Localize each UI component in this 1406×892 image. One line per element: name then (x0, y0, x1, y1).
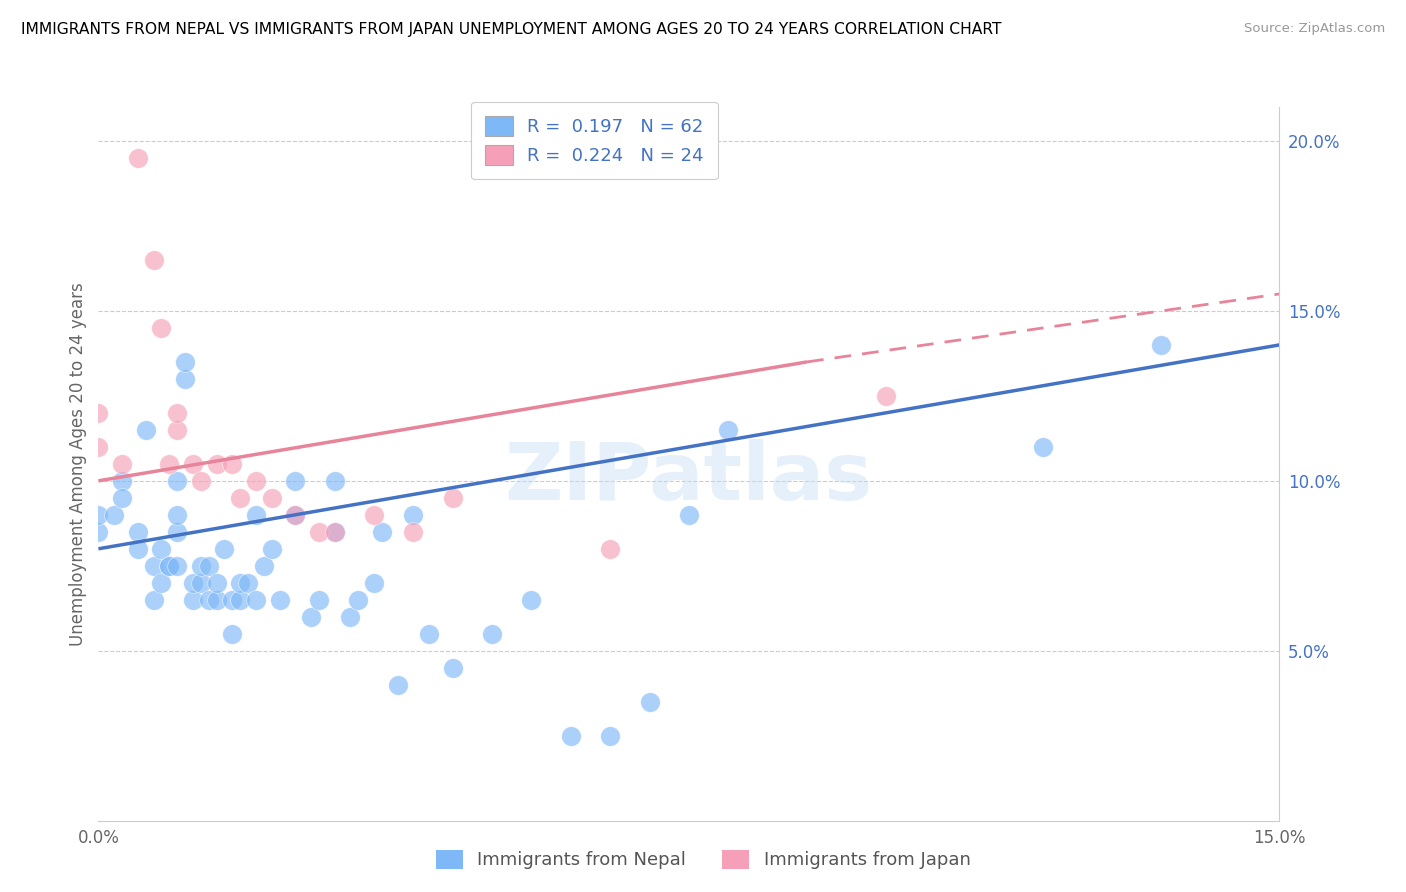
Point (441, 491, 464, 505)
Point (339, 609, 361, 624)
Point (308, 524, 330, 539)
Point (323, 524, 346, 539)
Point (174, 372, 197, 386)
Point (284, 508, 307, 522)
Point (181, 592, 204, 607)
Point (387, 678, 409, 692)
Point (150, 541, 173, 556)
Point (520, 592, 543, 607)
Point (260, 491, 283, 505)
Point (142, 252, 165, 267)
Point (402, 508, 425, 522)
Text: IMMIGRANTS FROM NEPAL VS IMMIGRANTS FROM JAPAN UNEMPLOYMENT AMONG AGES 20 TO 24 : IMMIGRANTS FROM NEPAL VS IMMIGRANTS FROM… (21, 22, 1001, 37)
Point (181, 575, 204, 590)
Point (197, 558, 219, 573)
Point (299, 609, 322, 624)
Point (599, 541, 621, 556)
Point (157, 558, 180, 573)
Point (363, 575, 385, 590)
Point (245, 474, 267, 488)
Point (157, 457, 180, 471)
Point (150, 321, 173, 335)
Point (127, 524, 149, 539)
Point (418, 626, 440, 640)
Legend: R =  0.197   N = 62, R =  0.224   N = 24: R = 0.197 N = 62, R = 0.224 N = 24 (471, 102, 718, 179)
Point (166, 508, 188, 522)
Point (197, 592, 219, 607)
Point (221, 457, 243, 471)
Point (166, 474, 188, 488)
Point (229, 491, 252, 505)
Point (323, 474, 346, 488)
Point (135, 423, 157, 437)
Text: ZIPatlas: ZIPatlas (505, 439, 873, 517)
Point (347, 592, 370, 607)
Point (284, 474, 307, 488)
Point (205, 575, 228, 590)
Point (363, 508, 385, 522)
Point (236, 575, 259, 590)
Point (245, 508, 267, 522)
Point (127, 541, 149, 556)
Point (111, 457, 134, 471)
Point (166, 558, 188, 573)
Point (142, 592, 165, 607)
Point (284, 508, 307, 522)
Point (190, 575, 212, 590)
Point (599, 729, 621, 743)
Point (166, 406, 188, 420)
Point (1150, 338, 1173, 352)
Point (190, 558, 212, 573)
Point (308, 592, 330, 607)
Point (214, 541, 236, 556)
Point (157, 558, 180, 573)
Point (441, 661, 464, 675)
Point (402, 524, 425, 539)
Point (181, 457, 204, 471)
Point (103, 508, 125, 522)
Point (166, 524, 188, 539)
Point (371, 524, 394, 539)
Point (253, 558, 276, 573)
Point (87, 406, 110, 420)
Point (150, 575, 173, 590)
Point (174, 355, 197, 369)
Point (638, 695, 661, 709)
Point (1032, 440, 1054, 454)
Legend: Immigrants from Nepal, Immigrants from Japan: Immigrants from Nepal, Immigrants from J… (426, 840, 980, 879)
Point (260, 541, 283, 556)
Point (87, 440, 110, 454)
Point (205, 457, 228, 471)
Point (229, 575, 252, 590)
Point (142, 558, 165, 573)
Text: Source: ZipAtlas.com: Source: ZipAtlas.com (1244, 22, 1385, 36)
Point (323, 524, 346, 539)
Point (678, 508, 700, 522)
Point (245, 592, 267, 607)
Point (87, 508, 110, 522)
Point (875, 389, 897, 403)
Point (205, 592, 228, 607)
Point (221, 592, 243, 607)
Point (229, 592, 252, 607)
Point (717, 423, 740, 437)
Point (111, 474, 134, 488)
Point (166, 423, 188, 437)
Y-axis label: Unemployment Among Ages 20 to 24 years: Unemployment Among Ages 20 to 24 years (69, 282, 87, 646)
Point (560, 729, 582, 743)
Point (111, 491, 134, 505)
Point (221, 626, 243, 640)
Point (481, 626, 503, 640)
Point (269, 592, 291, 607)
Point (87, 524, 110, 539)
Point (190, 474, 212, 488)
Point (127, 151, 149, 165)
